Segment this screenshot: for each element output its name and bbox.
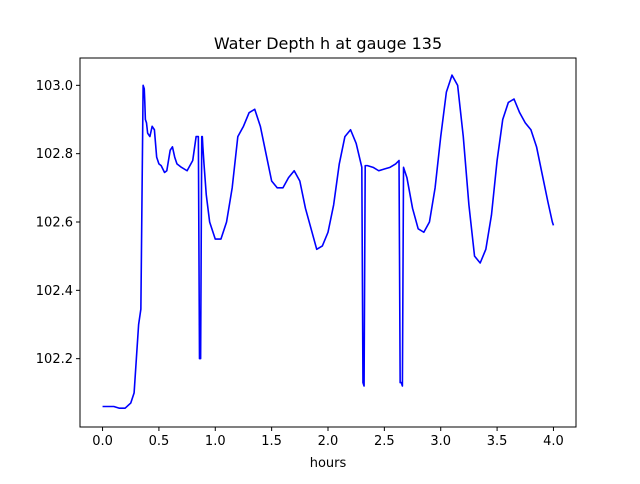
x-tick-label: 3.0 [430,434,451,449]
y-tick-label: 102.8 [36,147,73,162]
x-tick-label: 1.5 [261,434,282,449]
y-tick-label: 103.0 [36,79,73,94]
y-tick-label: 102.4 [36,284,73,299]
x-tick-label: 2.5 [374,434,395,449]
x-axis-label: hours [310,456,347,471]
x-tick-label: 1.0 [205,434,226,449]
y-axis: 102.2 102.4 102.6 102.8 103.0 [36,79,80,367]
x-tick-label: 4.0 [543,434,564,449]
x-axis: 0.0 0.5 1.0 1.5 2.0 2.5 3.0 3.5 4.0 [92,427,564,449]
x-tick-label: 0.5 [149,434,170,449]
plot-area [102,74,555,410]
chart-title: Water Depth h at gauge 135 [214,34,442,53]
y-tick-label: 102.2 [36,352,73,367]
x-tick-label: 2.0 [318,434,339,449]
y-tick-label: 102.6 [36,216,73,231]
series-line-0 [102,74,555,410]
x-tick-label: 0.0 [92,434,113,449]
x-tick-label: 3.5 [487,434,508,449]
